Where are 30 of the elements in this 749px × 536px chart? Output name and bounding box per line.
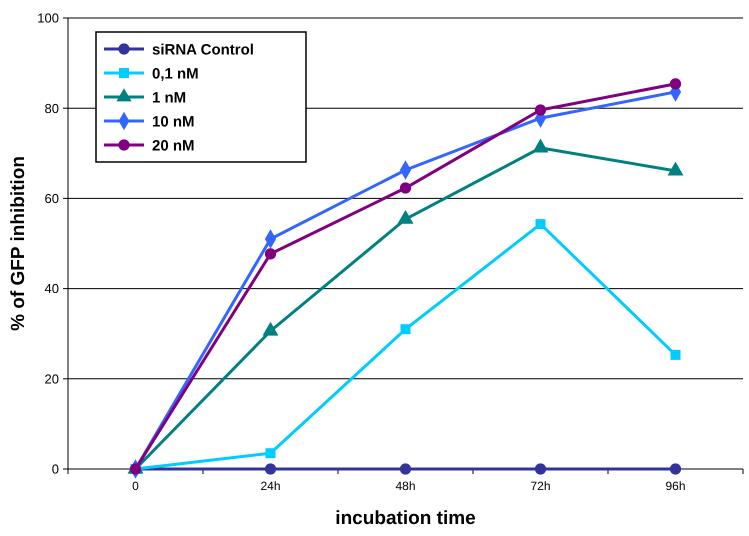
point [670, 78, 682, 90]
point [536, 219, 546, 230]
y-tick-label: 20 [44, 371, 59, 386]
y-tick-label: 60 [44, 190, 59, 206]
point [400, 324, 410, 334]
point [534, 463, 546, 475]
point [264, 463, 276, 475]
point [400, 182, 412, 194]
x-tick-label: 48h [395, 479, 416, 493]
x-tick-label: 24h [260, 479, 281, 493]
point [534, 104, 546, 116]
y-tick-label: 100 [37, 10, 59, 26]
legend-label: 0,1 nM [152, 65, 199, 82]
y-axis-title: % of GFP inhibition [8, 156, 29, 331]
x-tick-label: 72h [530, 479, 551, 493]
x-tick-label: 96h [665, 479, 686, 493]
point [400, 463, 412, 475]
point [670, 463, 682, 475]
legend-label: 10 nM [152, 113, 195, 130]
x-axis-title: incubation time [335, 508, 476, 529]
legend-label: 1 nM [152, 89, 186, 106]
y-tick-label: 40 [44, 281, 59, 296]
x-tick-label: 0 [132, 479, 140, 493]
point [266, 448, 276, 458]
legend-label: 20 nM [152, 137, 195, 154]
legend-label: siRNA Control [152, 41, 254, 58]
point [264, 248, 276, 260]
y-tick-label: 0 [52, 462, 59, 477]
point [670, 350, 680, 360]
y-tick-label: 80 [44, 100, 59, 116]
